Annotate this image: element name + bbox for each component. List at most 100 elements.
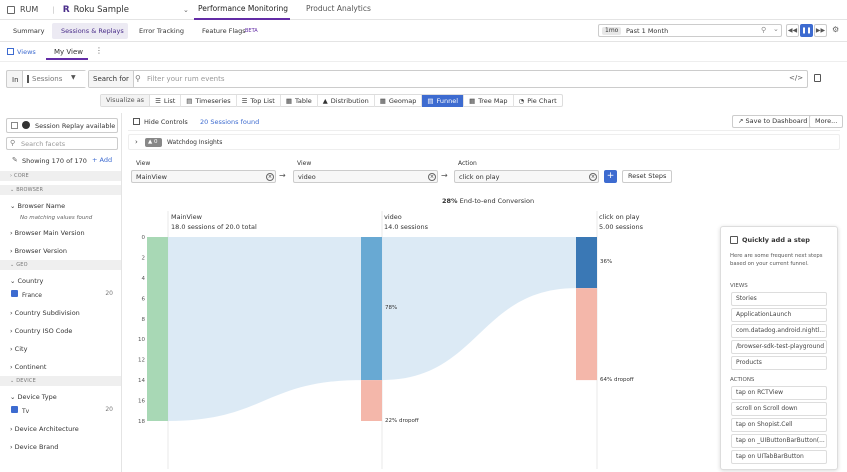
- visualize-bar: Visualize as ☰ List ▤ Timeseries ☰ Top List…: [100, 94, 563, 107]
- views-button[interactable]: Views: [17, 48, 36, 56]
- suggest-view[interactable]: /browser-sdk-test-playground: [731, 340, 827, 354]
- add-step-button[interactable]: +: [604, 170, 617, 183]
- step-3-input[interactable]: click on play ×: [454, 170, 599, 183]
- chevron-down-icon[interactable]: ⌄: [773, 25, 779, 33]
- section-device[interactable]: ⌄ DEVICE: [0, 376, 121, 386]
- viz-tree-map[interactable]: ▦ Tree Map: [464, 94, 514, 107]
- step-2-type[interactable]: View: [297, 160, 312, 167]
- add-facet-button[interactable]: + Add: [92, 156, 113, 164]
- step-1-input[interactable]: MainView ×: [131, 170, 276, 183]
- suggest-view[interactable]: Products: [731, 356, 827, 370]
- suggest-view[interactable]: Stories: [731, 292, 827, 306]
- viz-funnel[interactable]: ▤ Funnel: [422, 94, 465, 107]
- settings-icon[interactable]: ⚙: [832, 25, 840, 34]
- suggest-action[interactable]: tap on Shopist.Cell: [731, 418, 827, 432]
- suggest-action[interactable]: scroll on Scroll down: [731, 402, 827, 416]
- watchdog-row[interactable]: › ▲ 0 Watchdog Insights: [128, 134, 840, 150]
- conversion-label: 36%: [600, 259, 612, 265]
- y-tick-label: 12: [138, 358, 145, 364]
- watchdog-label: Watchdog Insights: [167, 139, 223, 146]
- facet-device-architecture[interactable]: › Device Architecture: [10, 425, 79, 433]
- viz-pie-chart[interactable]: ◔ Pie Chart: [518, 96, 557, 105]
- pause-button[interactable]: ❚❚: [800, 24, 813, 37]
- facet-continent[interactable]: › Continent: [10, 363, 47, 371]
- results-toolbar: Hide Controls 20 Sessions found ↗ Save t…: [128, 113, 844, 131]
- viz-timeseries[interactable]: ▤ Timeseries: [181, 94, 237, 107]
- facet-country-iso-code[interactable]: › Country ISO Code: [10, 327, 73, 335]
- facet-value-tv[interactable]: Tv 20: [0, 406, 121, 416]
- funnel-chart: 0 2 4 6 8 10 12 14 16 18 MainView 18.0 sessions of …: [138, 211, 644, 469]
- step-subtitle: 5.00 sessions: [599, 223, 644, 231]
- dropoff-bar: [576, 288, 597, 381]
- facet-browser-version[interactable]: › Browser Version: [10, 247, 67, 255]
- save-to-dashboard-button[interactable]: ↗ Save to Dashboard: [732, 115, 814, 128]
- quick-add-panel: Quickly add a step Here are some frequen…: [720, 226, 838, 470]
- time-picker[interactable]: 1mo Past 1 Month ⚲ ⌄: [598, 24, 782, 37]
- facet-country[interactable]: ⌄ Country: [10, 277, 44, 285]
- section-browser[interactable]: ⌄ BROWSER: [0, 185, 121, 195]
- source-select[interactable]: Sessions ▼: [22, 71, 86, 87]
- current-view[interactable]: My View: [54, 48, 84, 56]
- top-bar: RUM | R Roku Sample ⌄ Performance Monito…: [0, 0, 847, 20]
- y-tick-label: 0: [142, 235, 146, 241]
- facet-value-france[interactable]: France 20: [0, 290, 121, 300]
- funnel-bar: [361, 237, 382, 381]
- code-icon[interactable]: </>: [789, 74, 804, 82]
- checkbox-checked-icon[interactable]: [11, 406, 18, 413]
- forward-button[interactable]: ▶▶: [814, 24, 827, 37]
- facet-country-subdivision[interactable]: › Country Subdivision: [10, 309, 80, 317]
- viz-top-list[interactable]: ☰ Top List: [237, 94, 281, 107]
- more-icon[interactable]: ⋮: [95, 46, 103, 55]
- suggest-action[interactable]: tap on UITabBarButton: [731, 450, 827, 464]
- facet-device-brand[interactable]: › Device Brand: [10, 443, 59, 451]
- tab-product-analytics[interactable]: Product Analytics: [306, 4, 371, 13]
- step-builder: View MainView × → View video × → Action …: [131, 157, 691, 187]
- tab-feature-flags[interactable]: Feature Flags: [202, 27, 246, 35]
- viz-table[interactable]: ▦ Table: [281, 94, 318, 107]
- facet-device-type[interactable]: ⌄ Device Type: [10, 393, 57, 401]
- checkbox-checked-icon[interactable]: [11, 290, 18, 297]
- viz-geomap[interactable]: ▦ Geomap: [375, 94, 423, 107]
- suggest-action[interactable]: tap on RCTView: [731, 386, 827, 400]
- distribution-icon: ▲: [322, 96, 328, 105]
- suggest-view[interactable]: ApplicationLaunch: [731, 308, 827, 322]
- flow-band: [382, 237, 576, 381]
- replay-checkbox[interactable]: [11, 122, 18, 129]
- section-core[interactable]: › CORE: [0, 171, 121, 181]
- tab-summary[interactable]: Summary: [13, 27, 45, 35]
- session-replay-filter[interactable]: Session Replay available: [6, 118, 118, 133]
- viz-list[interactable]: ☰ List: [150, 94, 182, 107]
- tab-performance-monitoring[interactable]: Performance Monitoring: [198, 4, 289, 13]
- section-geo[interactable]: ⌄ GEO: [0, 260, 121, 270]
- clear-icon[interactable]: ×: [589, 173, 597, 181]
- hide-controls-button[interactable]: Hide Controls: [144, 118, 188, 126]
- chevron-right-icon: ›: [135, 138, 138, 146]
- sessions-found: 20 Sessions found: [200, 118, 260, 126]
- more-button[interactable]: More...: [809, 115, 844, 128]
- caret-down-icon: ▼: [71, 74, 76, 81]
- facet-search[interactable]: ⚲ Search facets: [6, 137, 118, 150]
- clear-icon[interactable]: ×: [428, 173, 436, 181]
- clear-icon[interactable]: ×: [266, 173, 274, 181]
- suggest-action[interactable]: tap on _UIButtonBarButton(...: [731, 434, 827, 448]
- rewind-button[interactable]: ◀◀: [786, 24, 799, 37]
- step-2-input[interactable]: video ×: [293, 170, 438, 183]
- hide-controls-icon[interactable]: [133, 118, 140, 125]
- tab-sessions-replays[interactable]: Sessions & Replays: [52, 23, 128, 39]
- search-input[interactable]: Filter your rum events: [147, 75, 225, 83]
- facet-browser-main-version[interactable]: › Browser Main Version: [10, 229, 85, 237]
- step-1-type[interactable]: View: [136, 160, 151, 167]
- pin-icon[interactable]: ⚲: [761, 26, 767, 34]
- viz-distribution[interactable]: ▲ Distribution: [318, 94, 375, 107]
- suggest-view[interactable]: com.datadog.android.nightl...: [731, 324, 827, 338]
- edit-icon[interactable]: ✎: [12, 156, 18, 164]
- facet-city[interactable]: › City: [10, 345, 28, 353]
- copy-icon[interactable]: [814, 74, 821, 82]
- tab-error-tracking[interactable]: Error Tracking: [139, 27, 184, 35]
- chevron-down-icon[interactable]: ⌄: [182, 5, 189, 14]
- product-label[interactable]: RUM: [20, 5, 39, 14]
- facet-browser-name[interactable]: ⌄ Browser Name: [10, 202, 66, 210]
- step-3-type[interactable]: Action: [458, 160, 477, 167]
- app-selector[interactable]: Roku Sample: [73, 4, 129, 15]
- reset-steps-button[interactable]: Reset Steps: [622, 170, 673, 183]
